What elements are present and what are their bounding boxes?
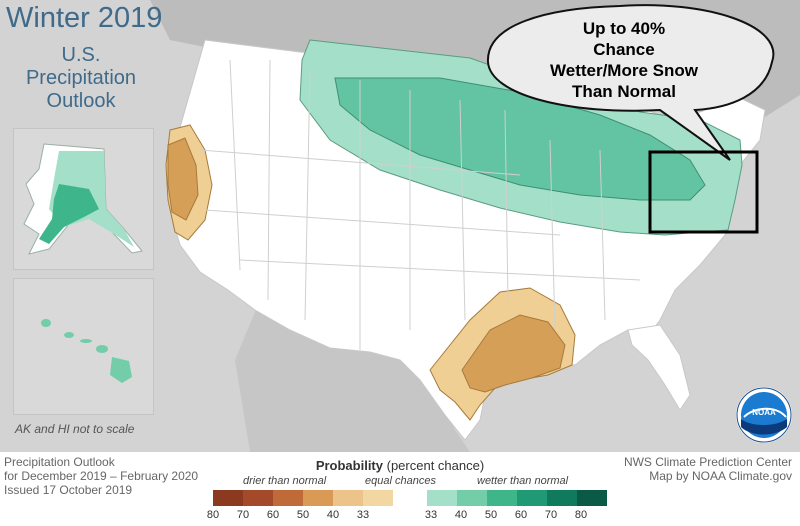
noaa-logo-emblem [736,387,792,443]
scale-note: AK and HI not to scale [15,422,135,436]
hawaii-island-oahu [64,332,74,338]
legend-cat-wetter: wetter than normal [477,475,569,487]
legend-swatch-dry-60 [273,490,303,506]
legend-tick: 70 [236,509,250,521]
alaska-inset [13,128,154,270]
credit-line-2: Map by NOAA Climate.gov [649,469,792,483]
highlight-box [648,150,759,234]
dry-california-mid [167,137,199,221]
legend-tick: 40 [454,509,468,521]
legend-heading-bold: Probability [315,458,383,473]
legend-tick: 50 [484,509,498,521]
credits: NWS Climate Prediction Center Map by NOA… [624,455,792,483]
outlook-info-line-2: for December 2019 – February 2020 [4,469,199,483]
probability-legend: Probability (percent chance) drier than … [205,458,607,526]
legend-swatch-wet-70 [547,490,577,506]
legend-swatch-dry-80 [213,490,243,506]
legend-tick: 33 [424,509,438,521]
legend-swatch-equal [393,490,427,506]
legend-tick: 80 [574,509,588,521]
legend-tick: 33 [356,509,370,521]
legend-tick: 50 [296,509,310,521]
outlook-info-line-3: Issued 17 October 2019 [4,483,133,497]
map-area: Winter 2019 U.S. Precipitation Outlook A… [0,0,800,452]
outlook-info-line-1: Precipitation Outlook [4,455,115,469]
callout-line-3: Wetter/More Snow [550,61,698,80]
callout-bubble [486,4,775,161]
callout-line-2: Chance [593,40,655,59]
us-map [150,0,800,452]
map-subtitle: U.S. Precipitation Outlook [22,44,140,113]
legend-tick: 60 [266,509,280,521]
hawaii-island-molokai [80,339,92,343]
legend-heading: Probability (percent chance) [205,458,595,473]
legend-tick: 70 [544,509,558,521]
hawaii-island-kauai [41,319,51,327]
hawaii-island-maui [96,345,108,353]
florida [627,324,691,411]
legend-swatch-wet-60 [517,490,547,506]
legend-swatch-wet-80 [577,490,607,506]
legend-cat-drier: drier than normal [243,475,327,487]
noaa-logo: NOAA [736,387,792,443]
legend-swatch-wet-50 [487,490,517,506]
hawaii-inset [13,278,154,415]
legend-tick: 40 [326,509,340,521]
alaska-wet-mid [39,184,99,244]
callout-line-4: Than Normal [572,82,676,101]
state-borders [199,59,641,350]
legend-swatch-dry-40 [333,490,363,506]
alaska-map [23,143,143,255]
subtitle-line-3: Outlook [46,90,116,112]
callout-text: Up to 40% Chance Wetter/More Snow Than N… [500,18,748,102]
legend-cat-equal: equal chances [365,475,436,487]
legend-swatch-wet-40 [457,490,487,506]
map-title: Winter 2019 [6,2,163,34]
dry-texas-mid [461,314,566,393]
legend-swatch-wet-33 [427,490,457,506]
legend-swatch-dry-50 [303,490,333,506]
hawaii-island-big [110,357,132,383]
legend-categories: drier than normal equal chances wetter t… [205,475,595,489]
legend-tick: 80 [206,509,220,521]
credit-line-1: NWS Climate Prediction Center [623,455,792,469]
legend-heading-rest: (percent chance) [383,458,485,473]
hawaii-map [41,319,132,383]
legend-swatch-dry-33 [363,490,393,506]
subtitle-line-1: U.S. [61,44,101,66]
outlook-info: Precipitation Outlook for December 2019 … [4,455,198,497]
noaa-logo-text: NOAA [752,408,776,417]
subtitle-line-2: Precipitation [25,67,137,89]
legend-color-bar [213,490,607,506]
legend-tick: 60 [514,509,528,521]
legend-tick-labels: 80 70 60 50 40 33 33 40 50 60 70 80 [205,509,595,523]
legend-swatch-dry-70 [243,490,273,506]
callout-line-1: Up to 40% [582,19,666,38]
